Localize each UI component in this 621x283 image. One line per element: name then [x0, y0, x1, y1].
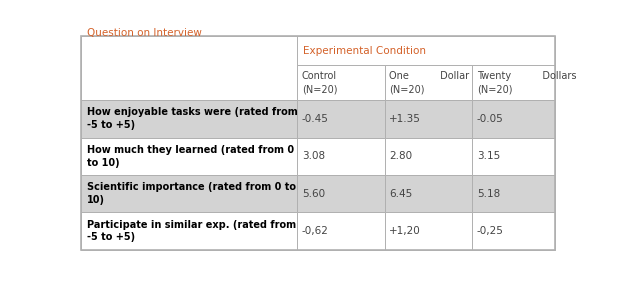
- Bar: [384, 100, 472, 138]
- Text: Participate in similar exp. (rated from
-5 to +5): Participate in similar exp. (rated from …: [87, 220, 296, 243]
- Bar: [81, 138, 297, 175]
- Bar: [81, 212, 297, 250]
- Bar: [81, 36, 297, 100]
- Bar: [81, 175, 297, 212]
- Text: -0.05: -0.05: [477, 114, 504, 124]
- Text: -0,25: -0,25: [477, 226, 504, 236]
- Bar: [472, 65, 555, 100]
- Text: How enjoyable tasks were (rated from
-5 to +5): How enjoyable tasks were (rated from -5 …: [87, 108, 298, 130]
- Bar: [81, 100, 297, 138]
- Text: Twenty          Dollars
(N=20): Twenty Dollars (N=20): [477, 71, 576, 94]
- Bar: [297, 175, 384, 212]
- Bar: [472, 212, 555, 250]
- Text: Experimental Condition: Experimental Condition: [302, 46, 426, 55]
- Text: +1,20: +1,20: [389, 226, 421, 236]
- Bar: [472, 100, 555, 138]
- Bar: [472, 175, 555, 212]
- Text: -0.45: -0.45: [302, 114, 329, 124]
- Text: One          Dollar
(N=20): One Dollar (N=20): [389, 71, 469, 94]
- Bar: [297, 138, 384, 175]
- Text: How much they learned (rated from 0
to 10): How much they learned (rated from 0 to 1…: [87, 145, 294, 168]
- Bar: [384, 175, 472, 212]
- Text: 3.15: 3.15: [477, 151, 501, 161]
- Bar: [472, 138, 555, 175]
- Text: Scientific importance (rated from 0 to
10): Scientific importance (rated from 0 to 1…: [87, 182, 296, 205]
- Text: +1.35: +1.35: [389, 114, 421, 124]
- Text: 2.80: 2.80: [389, 151, 412, 161]
- Text: Question on Interview: Question on Interview: [87, 28, 202, 38]
- Bar: [384, 212, 472, 250]
- Text: 5.60: 5.60: [302, 189, 325, 199]
- Bar: [297, 212, 384, 250]
- Text: 3.08: 3.08: [302, 151, 325, 161]
- Bar: [297, 100, 384, 138]
- Bar: [384, 65, 472, 100]
- Text: 5.18: 5.18: [477, 189, 501, 199]
- Bar: [297, 65, 384, 100]
- Text: -0,62: -0,62: [302, 226, 329, 236]
- Bar: [297, 36, 555, 65]
- Bar: [384, 138, 472, 175]
- Text: Control
(N=20): Control (N=20): [302, 71, 337, 94]
- Text: 6.45: 6.45: [389, 189, 412, 199]
